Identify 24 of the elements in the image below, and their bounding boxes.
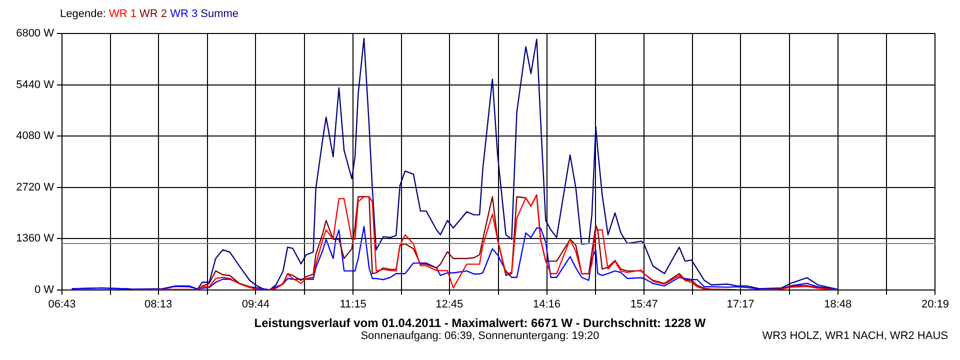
x-tick-label: 14:16 [533, 298, 561, 310]
x-tick-label: 20:19 [921, 298, 949, 310]
y-tick-label: 2720 W [16, 181, 55, 194]
y-tick-label: 0 W [34, 284, 55, 296]
y-tick-label: 1360 W [16, 232, 55, 245]
text: Sonnenaufgang: 06:39, Sonnenuntergang: 19:20 [360, 330, 600, 342]
y-tick-label: 4080 W [16, 130, 55, 142]
text: WR 1 [108, 8, 138, 20]
x-tick-label: 18:48 [824, 298, 852, 310]
x-tick-label: 08:13 [144, 298, 172, 310]
x-tick-label: 09:44 [242, 298, 270, 310]
y-tick-label: 5440 W [16, 78, 55, 91]
x-tick-label: 11:15 [340, 298, 366, 310]
x-tick-label: 12:45 [436, 298, 464, 310]
x-tick-label: 15:47 [630, 298, 658, 310]
text: Leistungsverlauf vom 01.04.2011 - Maximalwert: 6671 W - Durchschnitt: 1228 W [253, 316, 707, 330]
text: Summe [200, 8, 239, 20]
x-tick-label: 17:17 [726, 298, 754, 310]
y-tick-label: 6800 W [16, 28, 55, 40]
text: WR3 HOLZ, WR1 NACH, WR2 HAUS [762, 330, 948, 342]
legend-title: Legende: [60, 8, 107, 20]
text: WR 2 [140, 8, 168, 20]
text: WR 3 [170, 8, 199, 20]
x-tick-label: 06:43 [48, 298, 76, 310]
